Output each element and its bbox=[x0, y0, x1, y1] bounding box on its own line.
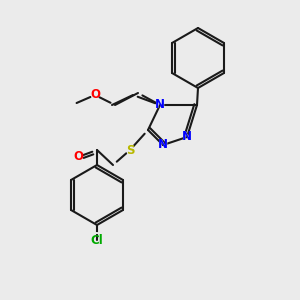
Text: N: N bbox=[155, 98, 165, 112]
Text: S: S bbox=[126, 143, 134, 157]
Text: O: O bbox=[73, 151, 83, 164]
Text: N: N bbox=[158, 139, 168, 152]
Text: Cl: Cl bbox=[89, 232, 105, 247]
Text: O: O bbox=[73, 151, 83, 164]
Text: N: N bbox=[155, 98, 165, 112]
Text: N: N bbox=[182, 130, 192, 143]
Text: O: O bbox=[90, 88, 100, 101]
Text: O: O bbox=[90, 88, 100, 101]
Text: N: N bbox=[182, 130, 192, 143]
Text: Cl: Cl bbox=[91, 233, 103, 247]
Text: N: N bbox=[158, 139, 168, 152]
Text: S: S bbox=[125, 143, 134, 157]
